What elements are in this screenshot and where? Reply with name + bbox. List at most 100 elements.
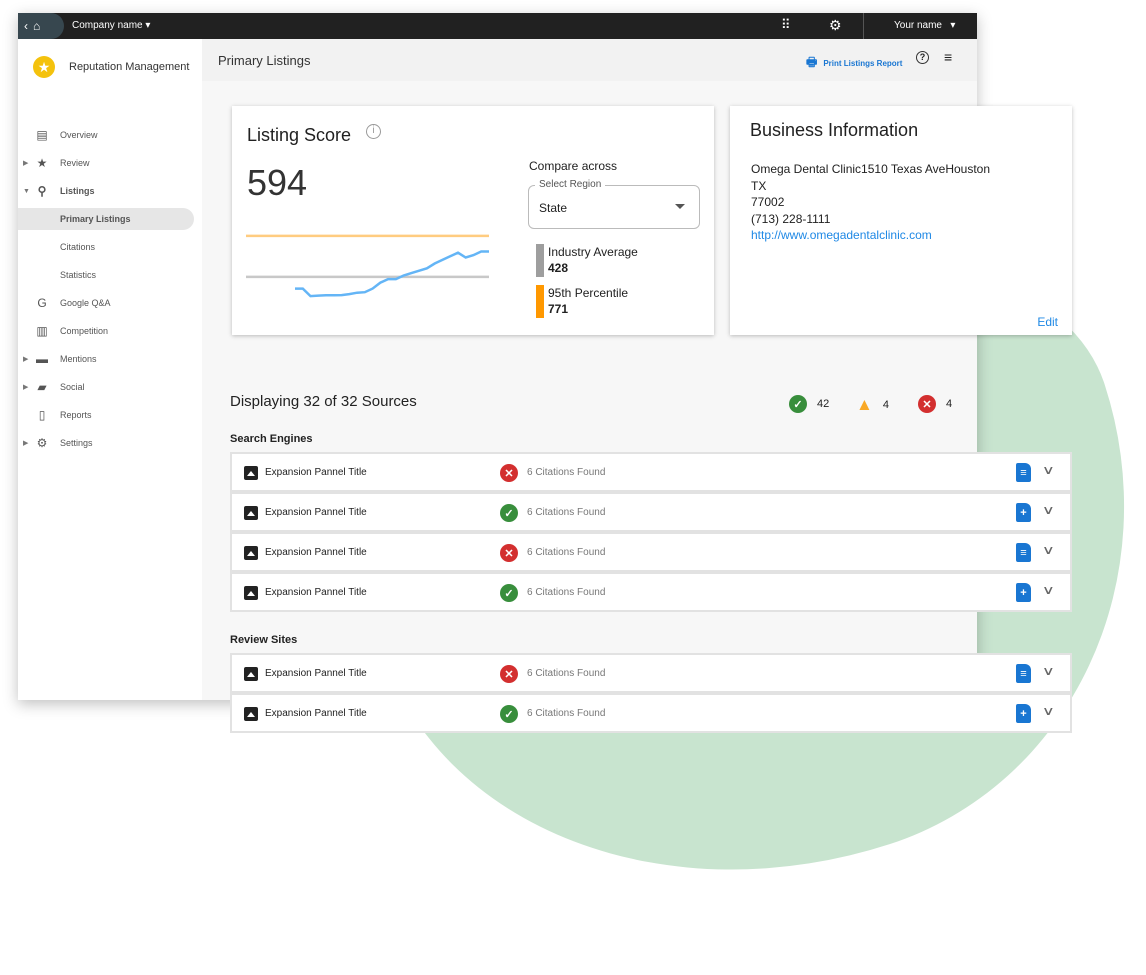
expansion-panel-row[interactable]: Expansion Pannel Title ✕ 6 Citations Fou… — [230, 653, 1072, 693]
sidebar: ★ Reputation Management ▤ Overview ▶ ★ Review… — [18, 39, 202, 700]
document-icon: ▯ — [38, 408, 46, 422]
forum-icon: ▰ — [37, 380, 47, 394]
sidebar-item-mentions[interactable]: ▶ ▬ Mentions — [18, 348, 202, 370]
chat-bubble-icon: ▬ — [36, 352, 48, 366]
check-circle-icon: ✓ — [500, 504, 518, 522]
google-icon: G — [37, 296, 47, 310]
document-icon[interactable]: ≡ — [1016, 543, 1031, 562]
chevron-down-icon[interactable]: ∨ — [1041, 503, 1055, 517]
user-menu[interactable]: Your name ▾ — [863, 13, 977, 39]
warning-icon: ▲ — [856, 395, 873, 414]
bar-chart-icon: ▥ — [36, 324, 48, 338]
sidebar-item-label: Listings — [60, 186, 95, 196]
caret-right-icon[interactable]: ▶ — [23, 356, 29, 363]
printer-icon: 🖶 — [806, 55, 818, 69]
location-pin-icon: ⚲ — [37, 184, 47, 198]
info-icon[interactable]: i — [366, 124, 381, 139]
image-icon — [244, 667, 258, 681]
back-chevron-icon: ‹ — [24, 19, 28, 33]
error-circle-icon: ✕ — [500, 464, 518, 482]
legend-value: 771 — [548, 302, 569, 316]
sidebar-item-settings[interactable]: ▶ ⚙ Settings — [18, 432, 202, 454]
document-icon[interactable]: ≡ — [1016, 664, 1031, 683]
home-icon: ⌂ — [33, 19, 41, 33]
panel-title: Expansion Pannel Title — [265, 547, 367, 558]
expansion-panel-row[interactable]: Expansion Pannel Title ✕ 6 Citations Fou… — [230, 532, 1072, 572]
region-select[interactable]: Select Region State — [528, 179, 700, 229]
expansion-panel-row[interactable]: Expansion Pannel Title ✓ 6 Citations Fou… — [230, 492, 1072, 532]
citations-count: 6 Citations Found — [527, 547, 606, 558]
expansion-panel-row[interactable]: Expansion Pannel Title ✕ 6 Citations Fou… — [230, 452, 1072, 492]
citations-count: 6 Citations Found — [527, 507, 606, 518]
company-selector[interactable]: Company name ▾ — [72, 20, 150, 31]
chevron-down-icon[interactable]: ∨ — [1041, 583, 1055, 597]
score-trend-chart — [246, 234, 489, 298]
image-icon — [244, 466, 258, 480]
gear-icon[interactable]: ⚙ — [829, 17, 842, 33]
image-icon — [244, 506, 258, 520]
panel-title: Expansion Pannel Title — [265, 708, 367, 719]
chevron-down-icon[interactable]: ∨ — [1041, 543, 1055, 557]
filter-icon[interactable]: ≡ — [944, 49, 953, 65]
sidebar-item-listings[interactable]: ▼ ⚲ Listings — [18, 180, 202, 202]
warning-count: ▲ 4 — [856, 395, 889, 415]
sidebar-item-label: Primary Listings — [60, 214, 131, 224]
sidebar-item-citations[interactable]: Citations — [18, 236, 202, 258]
sidebar-item-label: Competition — [60, 326, 109, 336]
citations-count: 6 Citations Found — [527, 708, 606, 719]
add-document-icon[interactable]: + — [1016, 704, 1031, 723]
legend-label: 95th Percentile — [548, 286, 629, 300]
page-title: Primary Listings — [218, 53, 311, 68]
website-link[interactable]: http://www.omegadentalclinic.com — [751, 228, 932, 242]
dropdown-arrow-icon — [675, 204, 685, 214]
check-circle-icon: ✓ — [500, 705, 518, 723]
caret-right-icon[interactable]: ▶ — [23, 440, 29, 447]
sidebar-item-reports[interactable]: ▯ Reports — [18, 404, 202, 426]
image-icon — [244, 546, 258, 560]
sidebar-item-review[interactable]: ▶ ★ Review — [18, 152, 202, 174]
caret-right-icon[interactable]: ▶ — [23, 384, 29, 391]
sidebar-item-social[interactable]: ▶ ▰ Social — [18, 376, 202, 398]
ok-count: ✓ 42 — [789, 395, 829, 413]
add-document-icon[interactable]: + — [1016, 583, 1031, 602]
sidebar-item-primary-listings[interactable]: Primary Listings — [18, 208, 194, 230]
sources-heading: Displaying 32 of 32 Sources — [230, 393, 417, 410]
chevron-down-icon[interactable]: ∨ — [1041, 463, 1055, 477]
citations-count: 6 Citations Found — [527, 467, 606, 478]
sidebar-item-label: Review — [60, 158, 90, 168]
home-button[interactable]: ‹ ⌂ — [18, 13, 64, 39]
state: TX — [751, 178, 767, 193]
star-icon: ★ — [36, 156, 48, 170]
expansion-panel-row[interactable]: Expansion Pannel Title ✓ 6 Citations Fou… — [230, 572, 1072, 612]
sidebar-item-overview[interactable]: ▤ Overview — [18, 124, 202, 146]
add-document-icon[interactable]: + — [1016, 503, 1031, 522]
caret-right-icon[interactable]: ▶ — [23, 160, 29, 167]
select-label: Select Region — [535, 179, 606, 190]
legend-label: Industry Average — [548, 245, 638, 259]
document-icon[interactable]: ≡ — [1016, 463, 1031, 482]
top-bar: ‹ ⌂ Company name ▾ ⠿ ⚙ Your name ▾ — [18, 13, 977, 39]
sidebar-item-label: Reports — [60, 410, 92, 420]
help-icon[interactable]: ? — [916, 51, 929, 64]
sidebar-item-competition[interactable]: ▥ Competition — [18, 320, 202, 342]
listing-score-card: Listing Score i 594 Compare across Selec… — [232, 106, 714, 335]
chevron-down-icon[interactable]: ∨ — [1041, 664, 1055, 678]
caret-down-icon[interactable]: ▼ — [23, 187, 30, 195]
sidebar-item-label: Settings — [60, 438, 93, 448]
business-info-card: Business Information Omega Dental Clinic… — [730, 106, 1072, 335]
company-name: Company name — [72, 20, 143, 31]
count-value: 4 — [946, 398, 953, 410]
card-title: Business Information — [750, 120, 919, 140]
chevron-down-icon[interactable]: ∨ — [1041, 704, 1055, 718]
expansion-panel-row[interactable]: Expansion Pannel Title ✓ 6 Citations Fou… — [230, 693, 1072, 733]
apps-grid-icon[interactable]: ⠿ — [781, 17, 791, 32]
count-value: 4 — [882, 399, 889, 411]
sidebar-item-statistics[interactable]: Statistics — [18, 264, 202, 286]
compare-label: Compare across — [529, 159, 618, 173]
sidebar-item-google-q-a[interactable]: G Google Q&A — [18, 292, 202, 314]
section-heading: Search Engines — [230, 433, 313, 445]
edit-link[interactable]: Edit — [1037, 315, 1058, 329]
app-name: Reputation Management — [69, 61, 190, 73]
citations-count: 6 Citations Found — [527, 668, 606, 679]
print-report-button[interactable]: 🖶 Print Listings Report — [806, 53, 902, 74]
